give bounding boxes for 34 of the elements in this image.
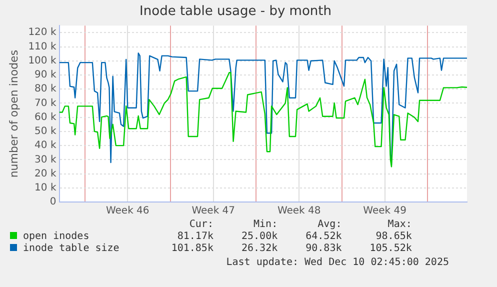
y-tick-label: 90 k (34, 70, 56, 81)
y-tick-label: 30 k (34, 154, 56, 166)
y-tick-label: 80 k (34, 84, 56, 95)
chart-title: Inode table usage - by month (140, 4, 332, 20)
text: Max: (386, 219, 413, 231)
text: 26.32k (240, 243, 279, 255)
legend-label: inode table size (22, 243, 120, 255)
text: 90.83k (304, 243, 343, 255)
y-tick-label: 60 k (34, 112, 56, 123)
y-tick-label: 50 k (34, 126, 56, 138)
x-tick-label: Week 46 (106, 206, 150, 217)
x-tick-label: Week 47 (192, 206, 236, 217)
text: 101.85k (170, 243, 214, 255)
text: Cur: (188, 219, 214, 231)
y-tick-label: 40 k (34, 140, 56, 152)
text: 25.00k (240, 231, 279, 243)
text: Last update: Wed Dec 10 02:45:00 2025 (226, 257, 449, 268)
y-axis-title: number of open inodes (7, 50, 20, 178)
y-tick-label: 0 (50, 196, 56, 208)
x-tick-label: Week 48 (277, 206, 321, 217)
text: 81.17k (176, 231, 214, 243)
y-tick-label: 70 k (34, 98, 56, 109)
y-tick-label: 100 k (28, 55, 56, 66)
y-tick-label: 120 k (28, 27, 56, 38)
y-tick-label: 20 k (34, 168, 56, 180)
text: Min: (252, 219, 279, 231)
x-tick-label: Week 49 (363, 206, 406, 217)
text: 98.65k (374, 231, 413, 243)
text: 105.52k (368, 243, 413, 255)
y-tick-label: 10 k (34, 182, 56, 194)
text: 64.52k (304, 231, 343, 243)
text: Avg: (316, 219, 343, 231)
y-tick-label: 110 k (28, 41, 56, 52)
legend-label: open inodes (22, 231, 90, 243)
